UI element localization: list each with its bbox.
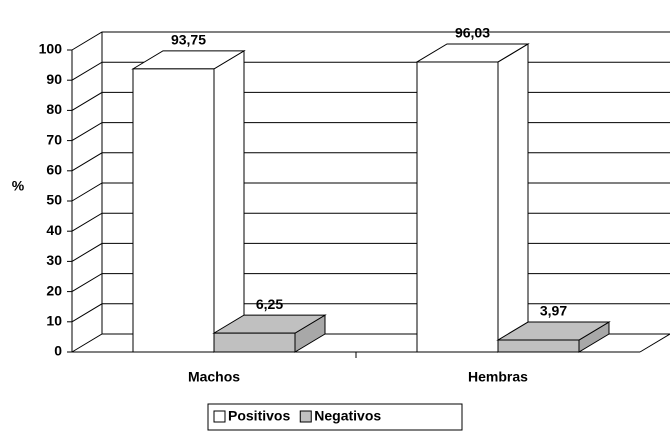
value-label: 93,75 — [171, 32, 206, 48]
legend-label: Negativos — [314, 408, 381, 424]
legend-box — [207, 403, 463, 431]
value-label: 3,97 — [540, 303, 567, 319]
y-tick-label: 0 — [54, 343, 62, 359]
legend-swatch — [213, 410, 226, 423]
x-tick-label: Hembras — [468, 369, 528, 385]
x-tick-label: Machos — [188, 369, 240, 385]
y-tick-label: 40 — [46, 222, 62, 238]
y-tick-label: 50 — [46, 192, 62, 208]
y-tick-label: 100 — [39, 41, 63, 57]
y-tick-label: 90 — [46, 71, 62, 87]
y-tick-label: 10 — [46, 313, 62, 329]
bar — [497, 339, 580, 353]
bar — [132, 68, 215, 353]
legend-swatch — [299, 410, 312, 423]
grid-line — [71, 31, 670, 51]
bar — [416, 61, 499, 353]
value-label: 6,25 — [256, 296, 283, 312]
bar-side — [213, 49, 245, 353]
y-axis-label: % — [12, 178, 25, 194]
y-tick-label: 70 — [46, 131, 62, 147]
y-tick-label: 60 — [46, 162, 62, 178]
legend-label: Positivos — [228, 408, 290, 424]
y-tick-label: 80 — [46, 101, 62, 117]
bar — [213, 332, 296, 353]
y-tick-label: 30 — [46, 252, 62, 268]
floor-edge — [639, 333, 670, 353]
bar-side — [497, 43, 529, 353]
y-tick-label: 20 — [46, 282, 62, 298]
value-label: 96,03 — [455, 25, 490, 41]
